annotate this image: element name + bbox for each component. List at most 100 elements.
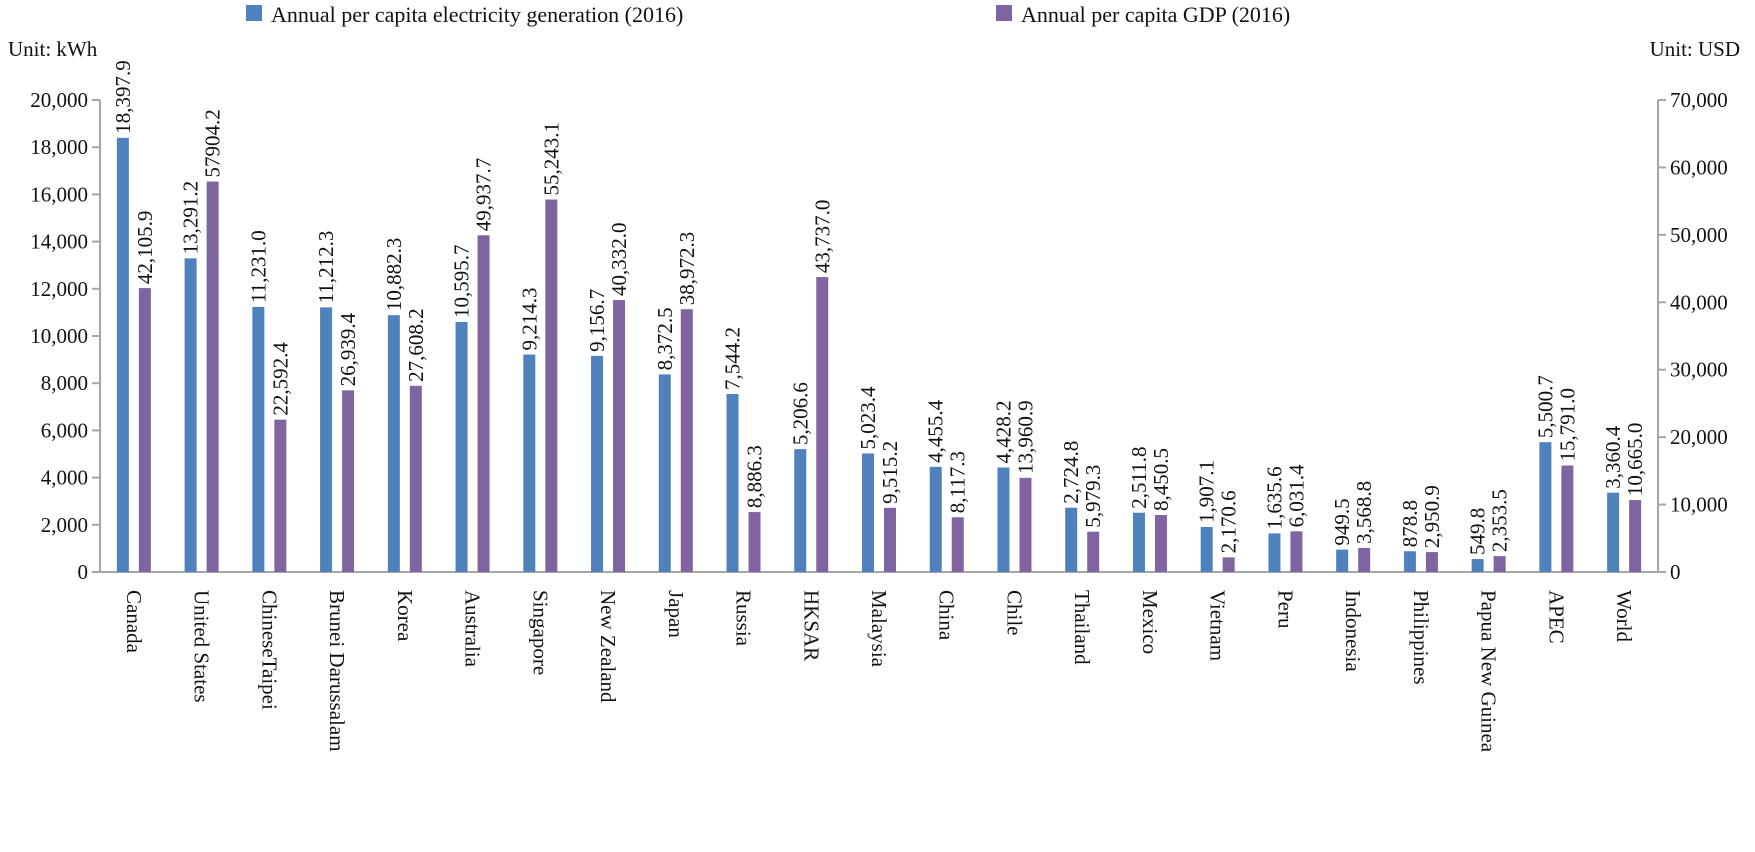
right-axis-tick-label: 20,000 — [1670, 425, 1728, 449]
bar-gdp-17 — [1290, 531, 1303, 572]
right-axis-tick-label: 10,000 — [1670, 493, 1728, 517]
value-label-gdp-19: 2,950.9 — [1420, 485, 1444, 548]
bar-electricity-11 — [862, 453, 874, 572]
value-label-gdp-18: 3,568.8 — [1352, 481, 1376, 544]
category-label-11: Malaysia — [867, 590, 891, 668]
bar-electricity-16 — [1200, 526, 1213, 572]
legend-swatch-gdp — [996, 5, 1012, 21]
right-axis-tick-label: 0 — [1670, 560, 1681, 584]
category-label-2: ChineseTaipei — [257, 590, 281, 710]
value-label-electricity-0: 18,397.9 — [111, 60, 135, 134]
value-label-gdp-0: 42,105.9 — [133, 211, 157, 285]
bar-electricity-5 — [455, 321, 468, 572]
bar-electricity-19 — [1403, 551, 1416, 572]
bar-electricity-0 — [116, 137, 129, 572]
value-label-electricity-12: 4,455.4 — [924, 399, 948, 463]
left-axis-tick-label: 10,000 — [30, 324, 88, 348]
left-axis-tick-label: 18,000 — [30, 135, 88, 159]
category-label-16: Vietnam — [1206, 590, 1230, 661]
value-label-gdp-13: 13,960.9 — [1013, 400, 1037, 474]
value-label-gdp-5: 49,937.7 — [472, 158, 496, 232]
left-axis-tick-label: 20,000 — [30, 88, 88, 112]
bar-gdp-7 — [613, 300, 626, 572]
value-label-gdp-11: 9,515.2 — [878, 441, 902, 504]
value-label-electricity-13: 4,428.2 — [991, 400, 1015, 463]
left-axis-tick-label: 8,000 — [41, 371, 88, 395]
right-axis-unit: Unit: USD — [1650, 37, 1740, 61]
category-label-13: Chile — [1002, 590, 1026, 636]
category-label-4: Korea — [393, 590, 417, 642]
value-label-gdp-10: 43,737.0 — [810, 200, 834, 274]
bar-gdp-13 — [1019, 477, 1032, 572]
category-labels: Canada United States ChineseTaipei Brunei D… — [122, 590, 1636, 753]
left-axis-tick-label: 0 — [78, 560, 89, 584]
category-label-8: Japan — [664, 590, 688, 638]
value-label-electricity-3: 11,212.3 — [314, 231, 338, 304]
bar-gdp-1 — [206, 181, 219, 573]
value-label-electricity-20: 549.8 — [1466, 508, 1490, 555]
value-label-electricity-22: 3,360.4 — [1601, 425, 1625, 489]
bar-gdp-9 — [748, 512, 761, 572]
category-label-20: Papua New Guinea — [1477, 590, 1501, 753]
bar-gdp-8 — [680, 309, 693, 572]
value-label-gdp-9: 8,886.3 — [743, 445, 767, 508]
value-label-electricity-18: 949.5 — [1330, 498, 1354, 545]
value-label-gdp-12: 8,117.3 — [946, 451, 970, 513]
legend-label-gdp: Annual per capita GDP (2016) — [1021, 2, 1290, 27]
value-label-gdp-14: 5,979.3 — [1081, 465, 1105, 528]
bars — [116, 137, 1642, 573]
value-label-electricity-9: 7,544.2 — [721, 327, 745, 390]
value-label-gdp-15: 8,450.5 — [1149, 448, 1173, 511]
value-label-electricity-14: 2,724.8 — [1059, 441, 1083, 504]
value-label-electricity-6: 9,214.3 — [517, 288, 541, 351]
right-axis: 0 10,000 20,000 30,000 40,000 50,000 60,000 70,… — [1657, 88, 1728, 584]
value-label-gdp-17: 6,031.4 — [1284, 464, 1308, 528]
bar-gdp-18 — [1358, 547, 1371, 572]
bar-electricity-8 — [658, 374, 671, 572]
bar-gdp-3 — [342, 390, 355, 572]
right-axis-tick-label: 50,000 — [1670, 223, 1728, 247]
bar-electricity-9 — [726, 393, 739, 572]
bar-electricity-4 — [387, 315, 400, 572]
value-label-electricity-11: 5,023.4 — [856, 386, 880, 450]
bar-gdp-11 — [884, 507, 896, 572]
right-axis-tick-label: 40,000 — [1670, 290, 1728, 314]
category-label-22: World — [1612, 590, 1636, 642]
value-label-electricity-17: 1,635.6 — [1262, 466, 1286, 529]
value-label-electricity-2: 11,231.0 — [246, 230, 270, 303]
bar-gdp-21 — [1561, 465, 1574, 572]
category-label-1: United States — [190, 590, 214, 703]
bar-electricity-12 — [929, 466, 942, 572]
bar-electricity-15 — [1132, 512, 1145, 572]
bar-gdp-16 — [1222, 557, 1235, 572]
bar-gdp-4 — [409, 385, 422, 572]
value-label-electricity-15: 2,511.8 — [1127, 446, 1151, 508]
right-axis-tick-label: 30,000 — [1670, 358, 1728, 382]
right-axis-tick-label: 60,000 — [1670, 155, 1728, 179]
value-label-gdp-2: 22,592.4 — [268, 342, 292, 416]
bar-gdp-15 — [1154, 515, 1167, 572]
bar-gdp-19 — [1425, 552, 1438, 572]
category-label-14: Thailand — [1070, 590, 1094, 665]
bar-gdp-5 — [477, 235, 490, 572]
value-label-gdp-21: 15,791.0 — [1555, 388, 1579, 462]
bar-electricity-13 — [997, 467, 1010, 572]
category-label-9: Russia — [732, 590, 756, 647]
bar-gdp-0 — [138, 288, 151, 572]
category-label-6: Singapore — [528, 590, 552, 675]
bar-electricity-1 — [184, 258, 197, 572]
bar-gdp-12 — [951, 517, 964, 572]
right-axis-tick-label: 70,000 — [1670, 88, 1728, 112]
bar-electricity-17 — [1268, 533, 1281, 572]
category-label-15: Mexico — [1138, 590, 1162, 654]
value-label-electricity-21: 5,500.7 — [1533, 375, 1557, 438]
category-label-12: China — [935, 590, 959, 641]
value-label-electricity-4: 10,882.3 — [382, 238, 406, 312]
category-label-21: APEC — [1544, 590, 1568, 644]
left-axis-tick-label: 16,000 — [30, 182, 88, 206]
left-axis-tick-label: 4,000 — [41, 466, 88, 490]
bar-gdp-2 — [274, 419, 287, 572]
value-label-electricity-10: 5,206.6 — [788, 382, 812, 445]
left-axis-unit: Unit: kWh — [8, 37, 98, 61]
